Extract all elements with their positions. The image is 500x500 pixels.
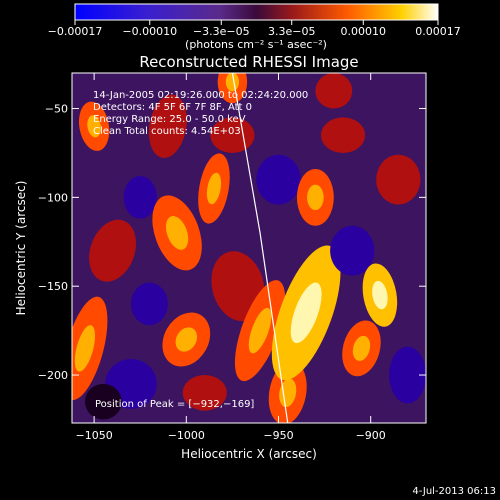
colorbar xyxy=(74,3,439,21)
x-tick-label: −950 xyxy=(263,429,293,442)
colorbar-tick-label: 0.00010 xyxy=(341,25,387,38)
intensity-core xyxy=(225,73,240,92)
x-tick-label: −1050 xyxy=(76,429,113,442)
colorbar-tick-label: −0.00017 xyxy=(48,25,103,38)
intensity-core xyxy=(290,282,322,344)
colorbar-tick-label: 0.00017 xyxy=(415,25,461,38)
intensity-blob xyxy=(320,117,366,153)
footer-date: 4-Jul-2013 06:13 xyxy=(412,486,496,497)
y-axis-title: Heliocentric Y (arcsec) xyxy=(14,181,28,316)
intensity-core xyxy=(279,378,297,408)
intensity-map xyxy=(72,73,426,423)
energy-range-label: Energy Range: 25.0 - 50.0 keV xyxy=(93,114,246,125)
colorbar-tick-label: −3.3e−05 xyxy=(193,25,250,38)
x-axis-title: Heliocentric X (arcsec) xyxy=(181,447,317,461)
solar-limb xyxy=(231,73,289,423)
intensity-core xyxy=(352,335,371,361)
intensity-blob xyxy=(182,375,227,411)
x-tick-label: −1000 xyxy=(168,429,205,442)
intensity-core xyxy=(248,307,272,354)
colorbar-units: (photons cm⁻² s⁻¹ asec⁻²) xyxy=(185,38,327,51)
intensity-blob xyxy=(84,383,122,420)
detectors-label: Detectors: 4F 5F 6F 7F 8F, Att 0 xyxy=(93,102,252,113)
intensity-blob xyxy=(131,282,168,326)
intensity-blob xyxy=(389,346,426,404)
y-tick-label: −50 xyxy=(45,103,68,116)
intensity-blob xyxy=(256,154,301,205)
plot-frame xyxy=(71,72,427,424)
intensity-blob xyxy=(315,73,353,109)
time-range-label: 14-Jan-2005 02:19:26.000 to 02:24:20.000 xyxy=(93,90,308,101)
x-tick-label: −900 xyxy=(356,429,386,442)
intensity-core xyxy=(175,327,198,352)
intensity-core xyxy=(74,325,96,372)
y-axis: −50 −100 −150 −200 xyxy=(38,103,426,382)
intensity-blob xyxy=(210,117,255,153)
intensity-blob xyxy=(148,94,187,158)
y-tick-label: −100 xyxy=(38,191,68,204)
intensity-blob xyxy=(211,251,265,322)
chart-title: Reconstructed RHESSI Image xyxy=(139,53,358,71)
intensity-core xyxy=(372,280,388,310)
intensity-core xyxy=(206,172,222,205)
y-tick-label: −200 xyxy=(38,369,68,382)
intensity-blob xyxy=(123,176,157,219)
colorbar-ticks: −0.00017 −0.00010 −3.3e−05 3.3e−05 0.00010 0.… xyxy=(48,20,461,38)
intensity-blob xyxy=(330,225,375,276)
method-counts-label: Clean Total counts: 4.54E+03 xyxy=(93,126,241,137)
intensity-blob xyxy=(89,219,137,282)
intensity-core xyxy=(307,184,324,211)
x-axis: −1050 −1000 −950 −900 xyxy=(76,73,386,442)
intensity-blob xyxy=(376,154,421,205)
peak-position-label: Position of Peak = [−932,−169] xyxy=(95,399,254,410)
colorbar-tick-label: −0.00010 xyxy=(122,25,177,38)
y-tick-label: −150 xyxy=(38,280,68,293)
colorbar-tick-label: 3.3e−05 xyxy=(268,25,315,38)
intensity-core xyxy=(165,216,189,250)
intensity-core xyxy=(87,115,101,138)
